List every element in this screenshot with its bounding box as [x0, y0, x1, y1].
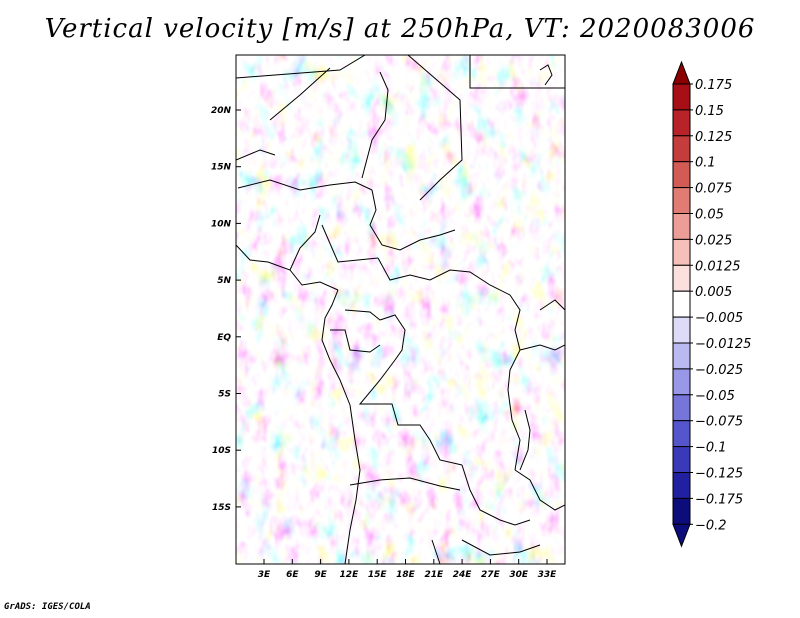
- colorbar-label: −0.1: [695, 441, 727, 456]
- lon-label: 3E: [258, 570, 271, 580]
- grads-credit: GrADS: IGES/COLA: [4, 602, 91, 612]
- colorbar-segment: [672, 213, 691, 240]
- colorbar-label: 0.175: [695, 78, 732, 93]
- longitude-axis: 3E 6E 9E 12E 15E 18E 21E 24E 27E 30E 33E: [258, 559, 557, 580]
- lon-label: 27E: [481, 570, 501, 580]
- colorbar-segment: [672, 238, 691, 266]
- colorbar-segment: [672, 187, 691, 215]
- colorbar-segment: [672, 497, 691, 525]
- colorbar-label: 0.0125: [695, 259, 741, 274]
- colorbar-top-arrow: [672, 60, 691, 85]
- vertical-velocity-field: [236, 55, 565, 564]
- latitude-axis: 20N 15N 10N 5N EQ 5S 10S 15S: [211, 106, 241, 513]
- map-frame: [235, 54, 566, 565]
- colorbar-label: −0.175: [695, 492, 743, 507]
- colorbar: 0.175 0.15 0.125 0.1 0.075 0.05 0.025 0.0125 0.0…: [672, 60, 751, 548]
- colorbar-label: 0.05: [695, 208, 724, 223]
- colorbar-label: 0.125: [695, 130, 732, 145]
- colorbar-label: 0.075: [695, 182, 732, 197]
- lat-label: 20N: [211, 106, 232, 116]
- colorbar-segment: [672, 342, 691, 370]
- borders-coastlines: [236, 55, 565, 564]
- colorbar-segment: [672, 316, 691, 344]
- lat-label: 10S: [212, 446, 231, 456]
- lat-label: 15N: [211, 163, 232, 173]
- colorbar-segment: [672, 290, 691, 318]
- lat-label: 10N: [211, 219, 232, 229]
- colorbar-segment: [672, 420, 691, 448]
- colorbar-label: −0.05: [695, 389, 735, 404]
- colorbar-label: −0.2: [695, 518, 727, 533]
- lon-label: 12E: [340, 570, 360, 580]
- lat-label: 5S: [218, 390, 231, 400]
- lat-label: 15S: [212, 503, 231, 513]
- colorbar-segment: [672, 394, 691, 422]
- colorbar-segment: [672, 264, 691, 292]
- lon-label: 6E: [286, 570, 299, 580]
- colorbar-segment: [672, 161, 691, 189]
- lon-label: 9E: [314, 570, 327, 580]
- colorbar-label: 0.15: [695, 104, 724, 119]
- lon-label: 15E: [368, 570, 388, 580]
- colorbar-label: −0.0125: [695, 337, 751, 352]
- lat-label: 5N: [217, 276, 231, 286]
- lon-label: 30E: [509, 570, 529, 580]
- map-title: Vertical velocity [m/s] at 250hPa, VT: 2…: [44, 14, 756, 44]
- colorbar-bottom-arrow: [672, 523, 691, 548]
- colorbar-segment: [672, 83, 691, 111]
- colorbar-label: −0.025: [695, 363, 743, 378]
- lon-label: 18E: [396, 570, 416, 580]
- lon-label: 24E: [453, 570, 473, 580]
- colorbar-label: 0.1: [695, 156, 716, 171]
- colorbar-segment: [672, 446, 691, 474]
- lon-label: 21E: [424, 570, 444, 580]
- colorbar-label: −0.005: [695, 311, 743, 326]
- colorbar-label: −0.075: [695, 415, 743, 430]
- colorbar-label: −0.125: [695, 467, 743, 482]
- lat-label: EQ: [217, 333, 231, 343]
- colorbar-segment: [672, 368, 691, 396]
- colorbar-segment: [672, 135, 691, 163]
- colorbar-label: 0.025: [695, 233, 732, 248]
- colorbar-segment: [672, 109, 691, 137]
- colorbar-segment: [672, 472, 691, 499]
- lon-label: 33E: [538, 570, 558, 580]
- colorbar-label: 0.005: [695, 285, 732, 300]
